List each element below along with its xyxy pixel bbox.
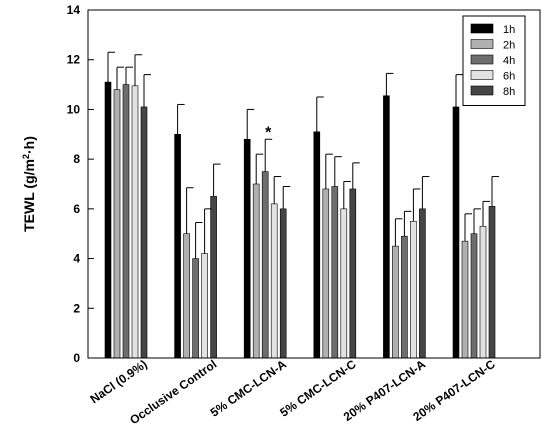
y-tick-label: 2 [73, 301, 80, 315]
legend-label: 8h [503, 86, 515, 98]
legend-item: 8h [470, 85, 515, 98]
legend-label: 1h [503, 24, 515, 36]
y-tick-label: 0 [73, 351, 80, 365]
error-bar [195, 222, 203, 259]
bar [261, 171, 269, 359]
error-bar [473, 208, 481, 234]
error-bar [482, 200, 490, 227]
error-bar [107, 51, 115, 83]
error-bar [343, 181, 351, 209]
bar [340, 208, 348, 359]
significance-annotation: * [265, 124, 272, 141]
error-bar [264, 138, 273, 172]
bar [122, 84, 130, 359]
x-category-label: 5% CMC-LCN-A [208, 357, 289, 420]
error-bar [273, 176, 282, 204]
y-tick-label: 4 [73, 252, 80, 266]
y-tick-label: 8 [73, 152, 80, 166]
error-bar [204, 208, 212, 254]
y-axis-title-unit: ·h) [21, 136, 37, 154]
bar [270, 203, 278, 359]
bar [252, 183, 260, 359]
error-bar [385, 72, 394, 96]
error-bar [316, 96, 324, 132]
y-tick-label: 12 [67, 53, 81, 67]
legend-swatch [470, 70, 494, 80]
bar [174, 133, 181, 359]
bar [201, 253, 208, 359]
legend-item: 1h [470, 23, 515, 36]
error-bar [143, 74, 151, 107]
y-axis-title: TEWL (g/m2·h) [21, 136, 37, 232]
bar [452, 106, 460, 359]
bar [419, 208, 426, 359]
legend: 1h 2h 4h 6h 8h [462, 15, 526, 106]
error-bar [116, 66, 124, 90]
bars [104, 81, 496, 359]
error-bar [186, 187, 194, 234]
bar [479, 225, 487, 359]
legend-item: 6h [470, 70, 515, 83]
error-bar [403, 210, 412, 237]
bar [183, 233, 190, 359]
bar [392, 245, 399, 359]
legend-swatch [470, 85, 494, 96]
plot-frame [87, 9, 541, 359]
bar [131, 85, 139, 359]
bar [104, 81, 112, 359]
y-tick-label: 6 [73, 202, 80, 216]
error-bar [213, 163, 221, 197]
error-bar [421, 176, 430, 209]
error-bar [255, 153, 264, 184]
bar [192, 258, 199, 359]
y-axis-title-main: TEWL (g/m [21, 159, 37, 232]
legend-swatch [470, 54, 494, 65]
error-bar [464, 213, 472, 242]
error-bar [177, 103, 185, 135]
bar [410, 220, 417, 359]
bar [331, 186, 339, 359]
bar [210, 196, 217, 359]
bar [313, 131, 321, 359]
legend-item: 2h [470, 39, 515, 52]
error-bar [394, 218, 403, 247]
bar [349, 188, 357, 359]
bar [279, 208, 287, 359]
bar [461, 240, 469, 359]
x-category-label: NaCl (0.9%) [88, 357, 150, 406]
bar [322, 188, 330, 359]
y-tick-label: 14 [67, 3, 81, 17]
legend-label: 6h [503, 71, 515, 83]
error-bar [282, 185, 291, 209]
error-bar [134, 54, 142, 86]
error-bar [455, 74, 463, 107]
bar [470, 233, 478, 359]
error-bar [491, 176, 499, 207]
error-bar [246, 108, 255, 140]
y-axis-ticks: 0 2 4 6 8 10 12 14 [67, 3, 94, 365]
bar [383, 95, 390, 359]
bar [140, 106, 148, 359]
bar [243, 138, 251, 359]
legend-item: 4h [470, 54, 515, 67]
error-bar [125, 66, 133, 85]
y-axis-title-superscript: 2 [21, 154, 31, 159]
legend-label: 2h [503, 40, 515, 52]
bar [401, 235, 408, 359]
error-bar [412, 188, 421, 222]
y-tick-label: 10 [67, 102, 81, 116]
legend-swatch [470, 23, 494, 34]
bar [488, 206, 496, 359]
error-bars [107, 51, 499, 259]
error-bar [352, 162, 360, 189]
annotations: * [265, 124, 272, 141]
legend-label: 4h [503, 55, 515, 67]
legend-swatch [470, 39, 494, 49]
error-bar [334, 156, 342, 187]
error-bar [325, 153, 333, 189]
bar [113, 89, 121, 359]
